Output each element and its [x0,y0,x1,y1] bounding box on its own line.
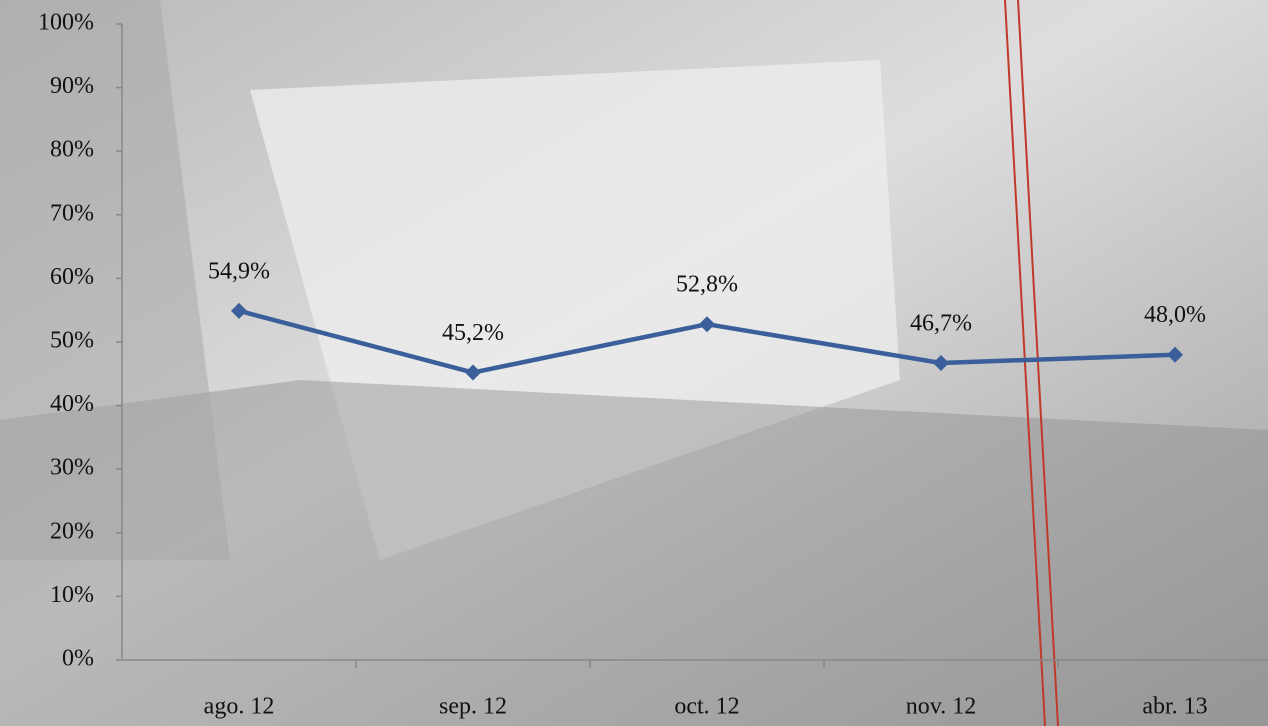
x-tick-label: nov. 12 [906,694,976,720]
y-tick-label: 30% [50,455,94,481]
data-point [465,364,481,381]
break-line [1017,0,1059,726]
x-tick-label: sep. 12 [439,694,507,720]
data-label: 45,2% [442,320,504,346]
y-tick-label: 60% [50,264,94,290]
data-label: 52,8% [676,272,738,298]
x-tick-label: oct. 12 [674,694,739,720]
y-tick-label: 20% [50,518,94,544]
y-tick-label: 50% [50,328,94,354]
data-point [231,302,247,319]
x-tick-label: abr. 13 [1142,694,1207,720]
y-tick-label: 90% [50,73,94,99]
data-point [699,316,715,333]
data-point [1167,346,1183,363]
background-shape [0,380,1268,726]
y-tick-label: 80% [50,137,94,163]
background-shape [0,0,230,560]
data-point [933,354,949,371]
y-tick-label: 100% [38,10,94,36]
y-tick-label: 40% [50,391,94,417]
background-shape [250,60,900,560]
break-line [1004,0,1046,726]
data-label: 46,7% [910,310,972,336]
y-tick-label: 10% [50,582,94,608]
data-label: 54,9% [208,258,270,284]
data-label: 48,0% [1144,302,1206,328]
y-tick-label: 70% [50,200,94,226]
y-tick-label: 0% [62,646,94,672]
x-tick-label: ago. 12 [204,694,275,720]
